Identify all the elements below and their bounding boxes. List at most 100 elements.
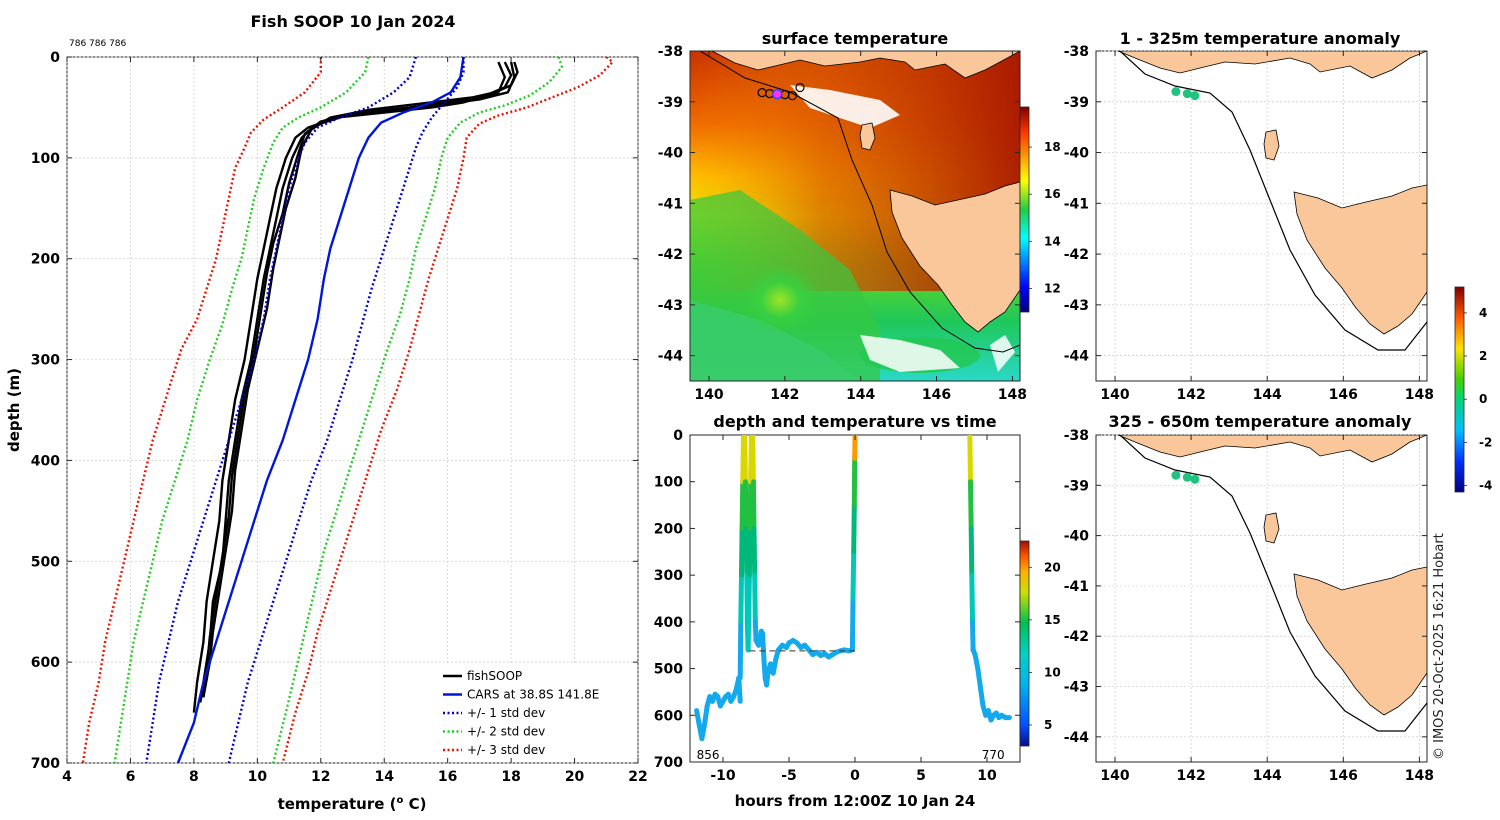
a2-mainland	[1117, 435, 1427, 463]
depth-time-segment	[750, 435, 756, 485]
ytick-label: 500	[31, 554, 60, 570]
profile-axes	[66, 56, 639, 764]
anomaly-upper-title: 1 - 325m temperature anomaly	[1120, 29, 1401, 48]
ytick-label: 0	[673, 428, 683, 444]
depth-time-segment	[975, 666, 983, 690]
profile-xlabel: temperature (o C)	[278, 795, 427, 813]
profile-legend: fishSOOP CARS at 38.8S 141.8E +/- 1 std de…	[437, 663, 633, 758]
series-line-fishsoop	[202, 61, 516, 683]
anomaly-colorbar	[1454, 286, 1465, 493]
anomaly-lower-points	[1171, 470, 1200, 484]
xtick-label: 22	[628, 769, 647, 785]
xtick-label: 5	[916, 768, 926, 784]
anomaly-lower-ticks: 140 142 144 146 148 -38 -39 -40 -41 -42 -43 -44	[1064, 428, 1434, 784]
sst-track	[757, 82, 805, 101]
xtick-label: 142	[1176, 387, 1205, 403]
ytick-label: 100	[654, 475, 683, 491]
depth-time-segment	[968, 525, 975, 578]
anomaly-point	[1182, 89, 1192, 99]
depth-time-segment	[752, 572, 758, 625]
series-line-fishsoop	[199, 61, 513, 703]
sst-cloud-1	[790, 85, 900, 128]
colorbar-label: 15	[1044, 613, 1061, 627]
colorbar-label: 5	[1044, 718, 1052, 732]
depth-time-segment	[743, 525, 750, 578]
anomaly-point	[1190, 91, 1200, 101]
ytick-label: 500	[654, 662, 683, 678]
xtick-label: 140	[694, 387, 723, 403]
depth-time-segment	[739, 479, 746, 531]
colorbar-label: 12	[1044, 281, 1061, 295]
sst-field	[690, 51, 1020, 381]
a1-tasmania	[1293, 184, 1427, 335]
depth-time-segment	[977, 684, 986, 709]
depth-time-segment	[742, 479, 749, 531]
profile-grid	[66, 56, 639, 764]
ytick-label: -41	[1064, 196, 1089, 212]
colorbar-label: -2	[1479, 435, 1492, 449]
colorbar-label: 14	[1044, 234, 1061, 248]
profile-panel: Fish SOOP 10 Jan 2024 786 786 786 4 6 8 10 1…	[5, 12, 648, 813]
credit-text: © IMOS 20-Oct-2025 16:21 Hobart	[1432, 533, 1447, 760]
xtick-label: 4	[62, 769, 72, 785]
xtick-label: -10	[710, 768, 736, 784]
profile-ticks: 4 6 8 10 12 14 16 18 20 22 0 100 200 300 400 500 600 700	[31, 50, 648, 785]
profile-xlabel-sup: o	[396, 795, 403, 806]
ytick-label: -44	[658, 349, 684, 365]
ytick-label: 100	[31, 151, 60, 167]
depth-time-segment	[851, 502, 857, 555]
ytick-label: 600	[31, 655, 60, 671]
legend-label: +/- 2 std dev	[467, 725, 545, 739]
ytick-label: -40	[658, 146, 684, 162]
ytick-label: -40	[1064, 529, 1090, 545]
legend-label: +/- 1 std dev	[467, 706, 545, 720]
series-line-fishsoop	[202, 61, 519, 698]
xtick-label: 142	[770, 387, 799, 403]
xtick-label: 14	[374, 769, 394, 785]
a1-mainland	[1117, 51, 1427, 79]
colorbar-label: 16	[1044, 187, 1061, 201]
sst-mainland	[711, 51, 1020, 79]
a2-tasmania	[1293, 566, 1427, 716]
series-line-2-std-dev	[113, 57, 370, 763]
anomaly-upper-panel: 1 - 325m temperature anomaly 140 142 144 14…	[1064, 29, 1434, 403]
xtick-label: 18	[501, 769, 520, 785]
ytick-label: -42	[1064, 629, 1089, 645]
ytick-label: 400	[654, 615, 683, 631]
sst-colorbar-ticks: 12 14 16 18	[1029, 140, 1061, 295]
a1-king-island	[1263, 129, 1280, 161]
sst-shelf-contour	[699, 51, 1020, 353]
depth-time-segment	[738, 572, 744, 625]
legend-label: CARS at 38.8S 141.8E	[467, 688, 599, 702]
sst-tasmania	[889, 181, 1020, 333]
track-point	[787, 91, 798, 101]
depth-time-segment	[745, 572, 752, 653]
anomaly-upper-map	[1117, 51, 1427, 351]
anomaly-point	[1171, 470, 1181, 480]
ytick-label: -43	[1064, 298, 1089, 314]
xtick-label: 142	[1176, 768, 1205, 784]
sst-cloud-3	[990, 335, 1015, 372]
ytick-label: -39	[658, 95, 683, 111]
colorbar-label: 18	[1044, 140, 1061, 154]
colorbar-label: 2	[1479, 349, 1487, 363]
anomaly-upper-ticks: 140 142 144 146 148 -38 -39 -40 -41 -42 -43 -44	[1064, 44, 1434, 403]
ytick-label: 200	[31, 252, 60, 268]
a2-king-island	[1263, 512, 1280, 544]
depth-time-segment	[970, 619, 976, 653]
cast-id-label: 770	[982, 748, 1005, 762]
colorbar-label: -4	[1479, 479, 1492, 493]
xtick-label: 148	[1405, 387, 1434, 403]
anomaly-point	[1171, 87, 1181, 97]
ytick-label: -41	[658, 196, 683, 212]
depth-time-segment	[739, 525, 745, 578]
series-line-3-std-dev	[81, 57, 322, 763]
profile-xlabel-main: temperature (	[278, 795, 397, 813]
ytick-label: 700	[31, 756, 60, 772]
legend-label: fishSOOP	[467, 669, 522, 683]
profile-xlabel-tail: C)	[403, 795, 426, 813]
ytick-label: -39	[1064, 95, 1089, 111]
highlight-point	[771, 88, 783, 100]
colorbar-label: 20	[1044, 560, 1061, 574]
